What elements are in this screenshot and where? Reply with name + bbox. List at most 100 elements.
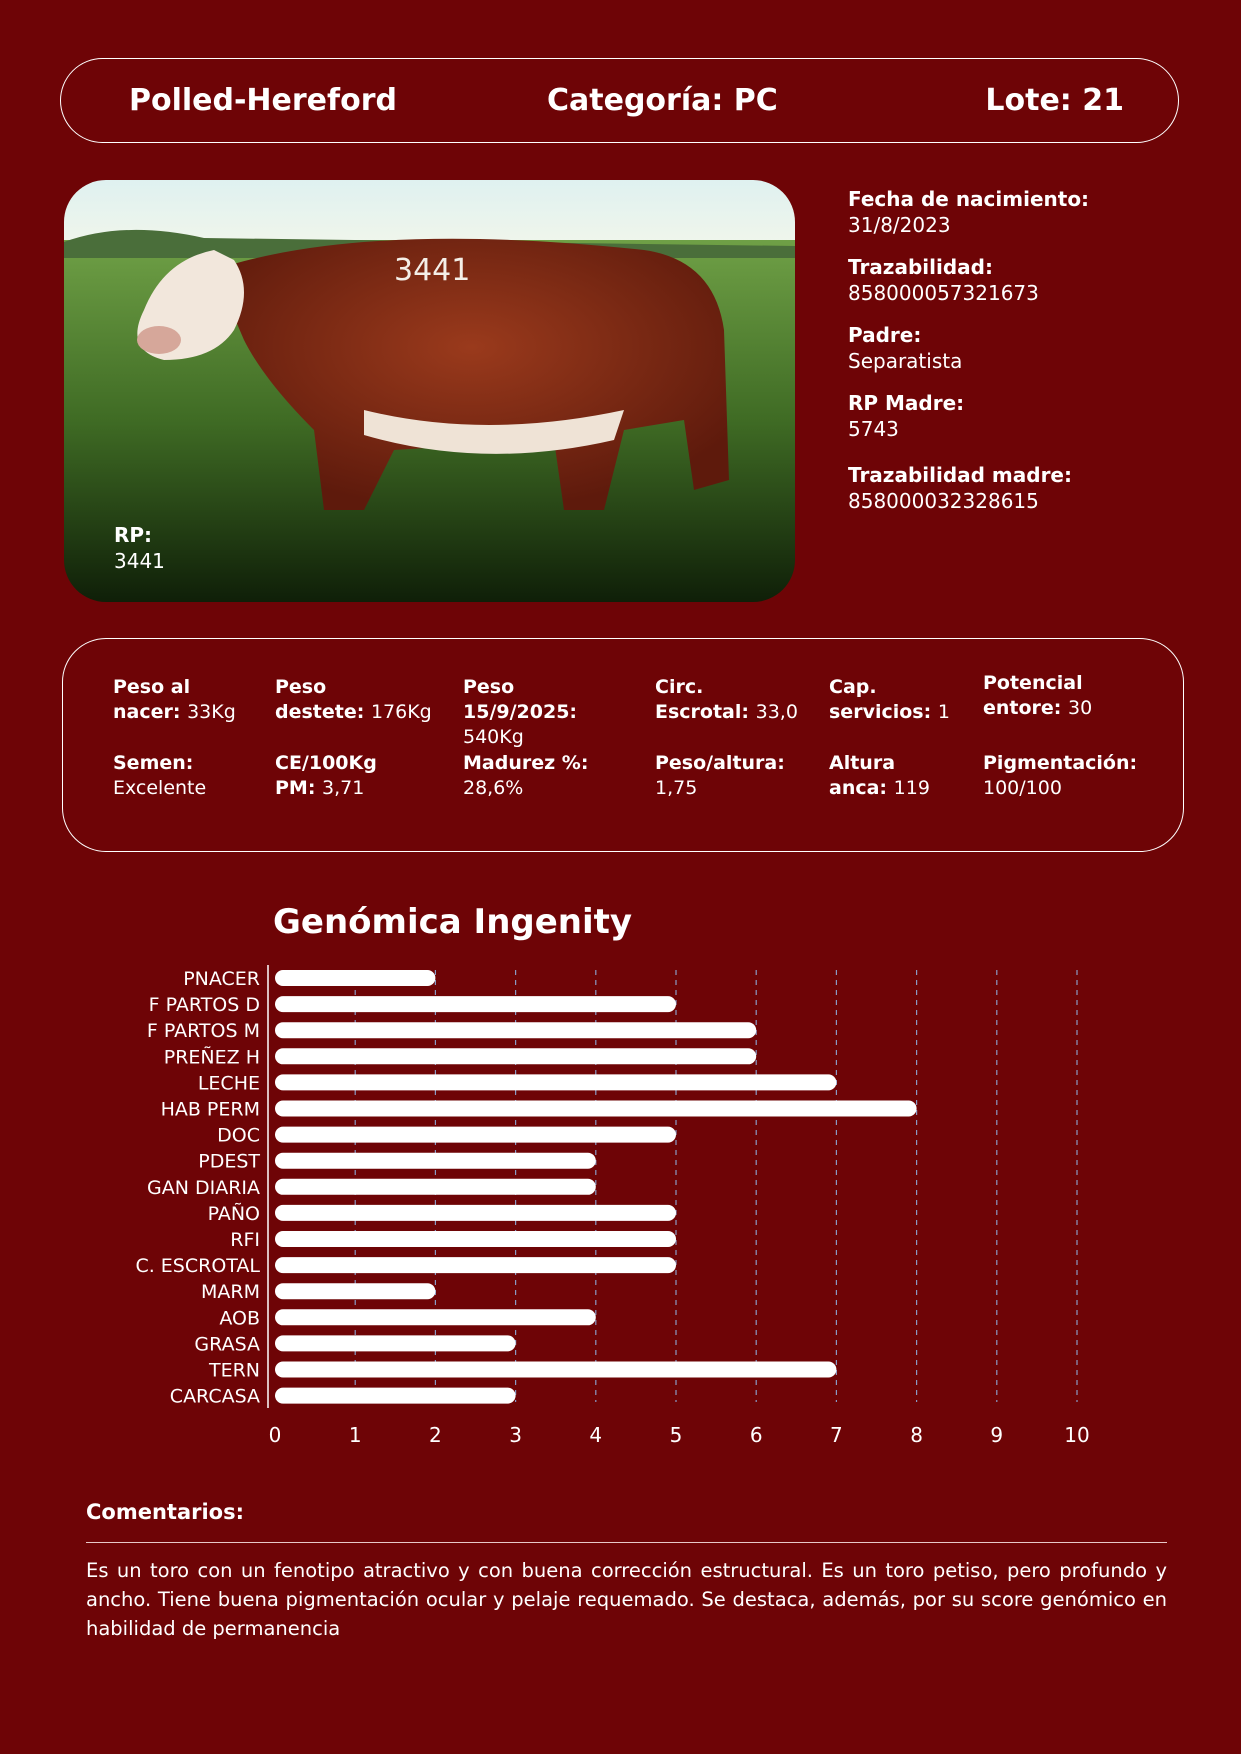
stats-box: Peso al nacer: 33Kg Peso destete: 176Kg Peso… <box>62 638 1184 852</box>
stat-value: 176Kg <box>370 701 432 723</box>
stat-label: CE/100Kg <box>275 752 377 774</box>
stat-label: anca: <box>829 777 894 799</box>
stat-label: Circ. <box>655 676 704 698</box>
x-tick-label: 9 <box>990 1423 1003 1447</box>
stat-8: Madurez %: 28,6% <box>463 751 633 801</box>
comments-text: Es un toro con un fenotipo atractivo y c… <box>86 1559 1167 1640</box>
stat-label: Potencial <box>983 672 1083 694</box>
stat-value: 28,6% <box>463 777 524 799</box>
header-banner: Polled-Hereford Categoría: PC Lote: 21 <box>60 58 1179 143</box>
category-label: LECHE <box>198 1072 260 1094</box>
bar <box>275 1361 837 1378</box>
chart-title: Genómica Ingenity <box>273 902 633 942</box>
info-birthdate: Fecha de nacimiento: 31/8/2023 <box>848 186 1208 238</box>
stat-label: Escrotal: <box>655 701 756 723</box>
x-tick-label: 2 <box>429 1423 442 1447</box>
category-label: GAN DIARIA <box>147 1177 260 1199</box>
stat-3: Circ. Escrotal: 33,0 <box>655 675 825 725</box>
category-label: GRASA <box>194 1333 260 1355</box>
stat-1: Peso destete: 176Kg <box>275 675 445 725</box>
stat-value: 3,71 <box>322 777 365 799</box>
category-label: PAÑO <box>208 1202 260 1225</box>
category-label: C. ESCROTAL <box>135 1255 260 1277</box>
stat-label: Cap. <box>829 676 877 698</box>
category-label: F PARTOS D <box>149 994 260 1016</box>
category-label: PDEST <box>198 1151 260 1173</box>
stat-value: 540Kg <box>463 726 524 748</box>
value: 858000032328615 <box>848 489 1039 513</box>
x-tick-label: 1 <box>349 1423 362 1447</box>
stat-11: Pigmentación: 100/100 <box>983 751 1153 801</box>
x-tick-label: 7 <box>830 1423 843 1447</box>
comments-label: Comentarios: <box>86 1500 245 1524</box>
label: Padre: <box>848 323 922 347</box>
category-label: RFI <box>230 1229 260 1251</box>
rp-field: RP: 3441 <box>114 522 165 574</box>
rp-value: 3441 <box>114 549 165 573</box>
bar <box>275 1257 676 1274</box>
stat-label: PM: <box>275 777 323 799</box>
painted-number: 3441 <box>394 253 470 288</box>
stat-value: 1 <box>937 701 950 723</box>
value: 5743 <box>848 417 899 441</box>
bar <box>275 1387 516 1404</box>
stat-value: 33,0 <box>755 701 798 723</box>
bar <box>275 1126 676 1143</box>
label: RP Madre: <box>848 391 965 415</box>
genomics-chart: PNACER F PARTOS D F PARTOS M PREÑEZ H LECHE H… <box>135 965 1090 1447</box>
category-label: AOB <box>219 1307 260 1329</box>
stat-label: Madurez %: <box>463 752 589 774</box>
label: Fecha de nacimiento: <box>848 187 1090 211</box>
stat-5: Potencial entore: 30 <box>983 671 1153 721</box>
bar <box>275 1335 516 1352</box>
stat-9: Peso/altura: 1,75 <box>655 751 825 801</box>
rp-label: RP: <box>114 523 153 547</box>
stat-label: destete: <box>275 701 371 723</box>
info-traceability: Trazabilidad: 858000057321673 <box>848 254 1208 306</box>
stat-10: Altura anca: 119 <box>829 751 999 801</box>
stat-value: 30 <box>1068 697 1093 719</box>
stat-label: nacer: <box>113 701 188 723</box>
info-sire: Padre: Separatista <box>848 322 1208 374</box>
stat-0: Peso al nacer: 33Kg <box>113 675 283 725</box>
value: 31/8/2023 <box>848 213 951 237</box>
label: Trazabilidad madre: <box>848 463 1072 487</box>
x-tick-label: 8 <box>910 1423 923 1447</box>
stat-label: entore: <box>983 697 1069 719</box>
stat-label: Pigmentación: <box>983 752 1138 774</box>
x-tick-label: 3 <box>509 1423 522 1447</box>
stat-value: 1,75 <box>655 777 698 799</box>
stat-value: Excelente <box>113 777 207 799</box>
stat-value: 100/100 <box>983 777 1062 799</box>
bar <box>275 1022 757 1039</box>
stat-label: Peso 15/9/2025: <box>463 676 578 723</box>
bar <box>275 1048 757 1065</box>
breed-name: Polled-Hereford <box>129 83 397 118</box>
stat-label: Semen: <box>113 752 194 774</box>
value: 858000057321673 <box>848 281 1039 305</box>
bar <box>275 1152 596 1169</box>
x-tick-label: 6 <box>750 1423 763 1447</box>
category-label: PREÑEZ H <box>164 1045 260 1068</box>
animal-info: Fecha de nacimiento: 31/8/2023 Trazabilid… <box>848 186 1208 530</box>
label: Trazabilidad: <box>848 255 993 279</box>
x-tick-label: 10 <box>1064 1423 1089 1447</box>
stat-label: servicios: <box>829 701 938 723</box>
x-tick-label: 4 <box>589 1423 602 1447</box>
stat-label: Peso <box>275 676 327 698</box>
stat-value: 33Kg <box>187 701 236 723</box>
bar <box>275 996 676 1013</box>
stat-7: CE/100Kg PM: 3,71 <box>275 751 445 801</box>
bar <box>275 1283 436 1300</box>
stat-value: 119 <box>893 777 930 799</box>
bull-photo: 3441 <box>64 180 795 602</box>
stat-6: Semen: Excelente <box>113 751 283 801</box>
category-label: DOC <box>217 1125 260 1147</box>
stat-4: Cap. servicios: 1 <box>829 675 999 725</box>
bar <box>275 1100 917 1117</box>
category-label: PNACER <box>183 968 260 990</box>
info-dam-rp: RP Madre: 5743 <box>848 390 1208 442</box>
bar <box>275 1231 676 1247</box>
category-label: TERN <box>208 1360 260 1382</box>
bar <box>275 1074 837 1091</box>
